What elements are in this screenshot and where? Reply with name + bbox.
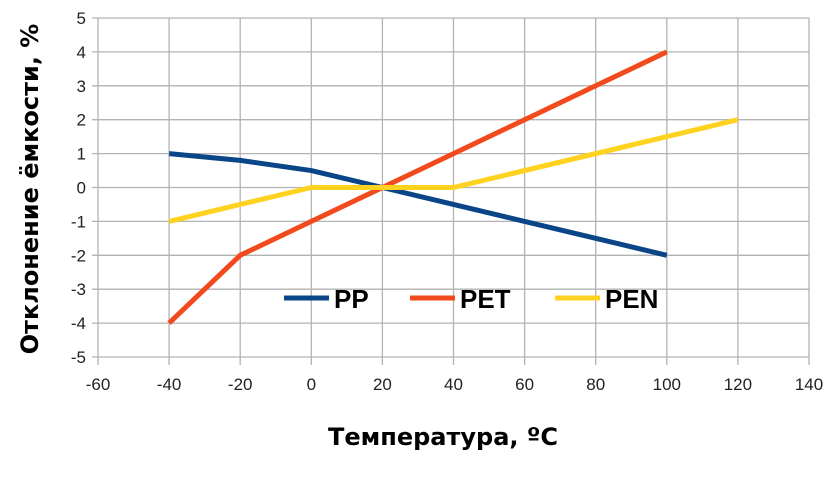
x-tick-label: -60	[86, 375, 111, 394]
series-pet-line	[167, 49, 668, 325]
series-pp-line	[168, 151, 668, 258]
y-axis-label: Отклонение ёмкости, %	[16, 23, 44, 355]
y-tick-label: -1	[71, 212, 86, 231]
x-tick-label: 20	[373, 375, 392, 394]
legend-label: PEN	[605, 284, 658, 314]
x-tick-label: -40	[157, 375, 182, 394]
y-tick-label: -4	[71, 314, 86, 333]
y-tick-label: 5	[77, 9, 86, 28]
x-axis-label: Температура, ºC	[327, 423, 559, 451]
y-tick-label: -5	[71, 348, 86, 367]
x-tick-label: -20	[228, 375, 253, 394]
x-tick-label: 60	[515, 375, 534, 394]
legend-item-pp: PP	[284, 284, 369, 314]
x-tick-label: 140	[795, 375, 823, 394]
legend-item-pen: PEN	[555, 284, 658, 314]
x-tick-label: 100	[653, 375, 681, 394]
legend-label: PET	[460, 284, 511, 314]
x-tick-label: 0	[307, 375, 316, 394]
y-tick-label: 4	[77, 43, 86, 62]
y-tick-label: 2	[77, 111, 86, 130]
y-tick-label: -3	[71, 280, 86, 299]
y-tick-label: 3	[77, 77, 86, 96]
series-pen-line	[168, 117, 739, 224]
y-tick-label: 0	[77, 179, 86, 198]
x-tick-label: 40	[444, 375, 463, 394]
legend-item-pet: PET	[410, 284, 511, 314]
y-tick-label: 1	[77, 145, 86, 164]
x-tick-label: 120	[724, 375, 752, 394]
x-tick-label: 80	[586, 375, 605, 394]
legend-label: PP	[334, 284, 369, 314]
y-tick-label: -2	[71, 246, 86, 265]
